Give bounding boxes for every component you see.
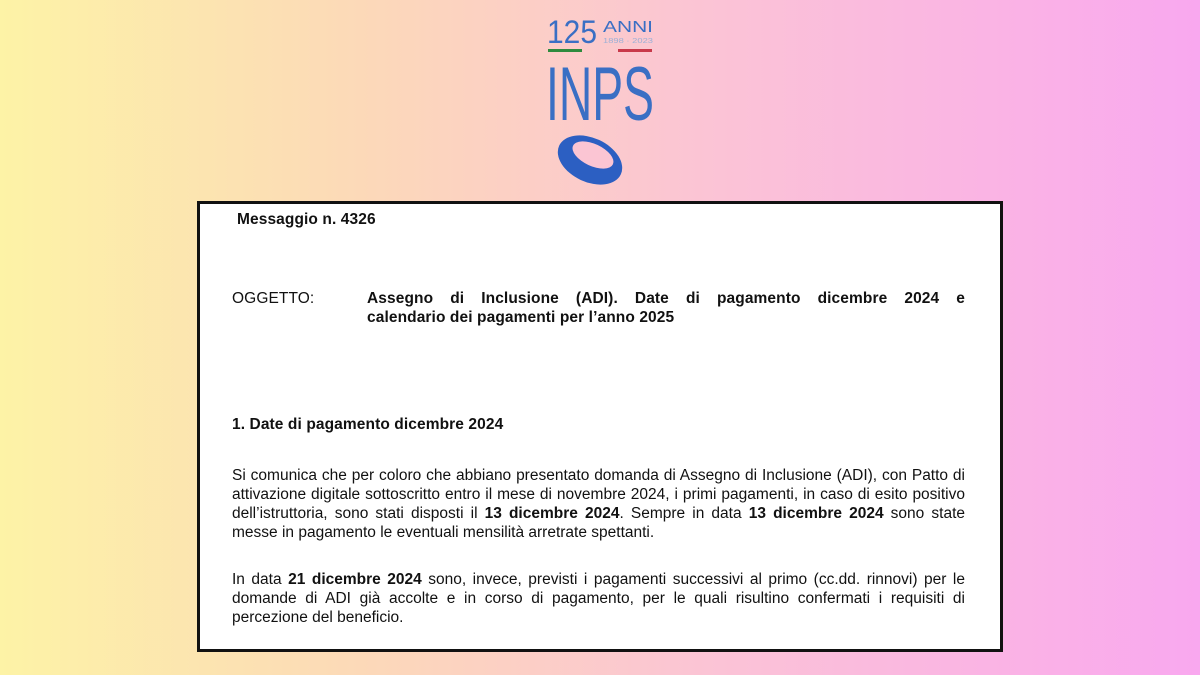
text-segment: sono, invece, previsti i pagamenti succe… xyxy=(232,571,965,626)
subject-line-1: Assegno di Inclusione (ADI). Date di pag… xyxy=(367,290,965,307)
bold-date: 21 dicembre 2024 xyxy=(288,571,422,588)
subject-label: OGGETTO: xyxy=(232,290,315,307)
text-segment: sono state messe in pagamento le eventua… xyxy=(232,505,965,541)
logo-anni: ANNI xyxy=(603,19,653,36)
inps-ring-icon xyxy=(557,135,623,185)
logo-number: 125 xyxy=(547,14,597,50)
document-page: Messaggio n. 4326 OGGETTO: Assegno di In… xyxy=(197,201,1003,652)
text-segment: Si comunica che per coloro che abbiano p… xyxy=(232,467,965,522)
paragraph-1: Si comunica che per coloro che abbiano p… xyxy=(232,466,965,542)
inps-logo: 125 ANNI 1898 · 2023 INPS xyxy=(540,8,660,188)
message-number: Messaggio n. 4326 xyxy=(237,211,376,228)
logo-years: 1898 · 2023 xyxy=(603,38,653,45)
text-segment: . Sempre in data xyxy=(619,505,749,522)
section-title: 1. Date di pagamento dicembre 2024 xyxy=(232,416,504,433)
text-segment: In data xyxy=(232,571,289,588)
bold-date: 13 dicembre 2024 xyxy=(484,505,620,522)
bold-date: 13 dicembre 2024 xyxy=(748,505,884,522)
subject-line-2: calendario dei pagamenti per l’anno 2025 xyxy=(367,309,675,326)
paragraph-2: In data 21 dicembre 2024 sono, invece, p… xyxy=(232,570,965,627)
logo-brand: INPS xyxy=(546,52,654,137)
